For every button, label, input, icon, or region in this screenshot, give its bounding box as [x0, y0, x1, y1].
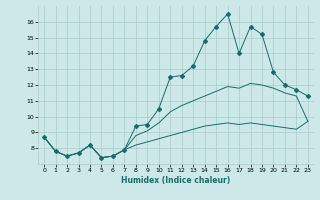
X-axis label: Humidex (Indice chaleur): Humidex (Indice chaleur) — [121, 176, 231, 185]
